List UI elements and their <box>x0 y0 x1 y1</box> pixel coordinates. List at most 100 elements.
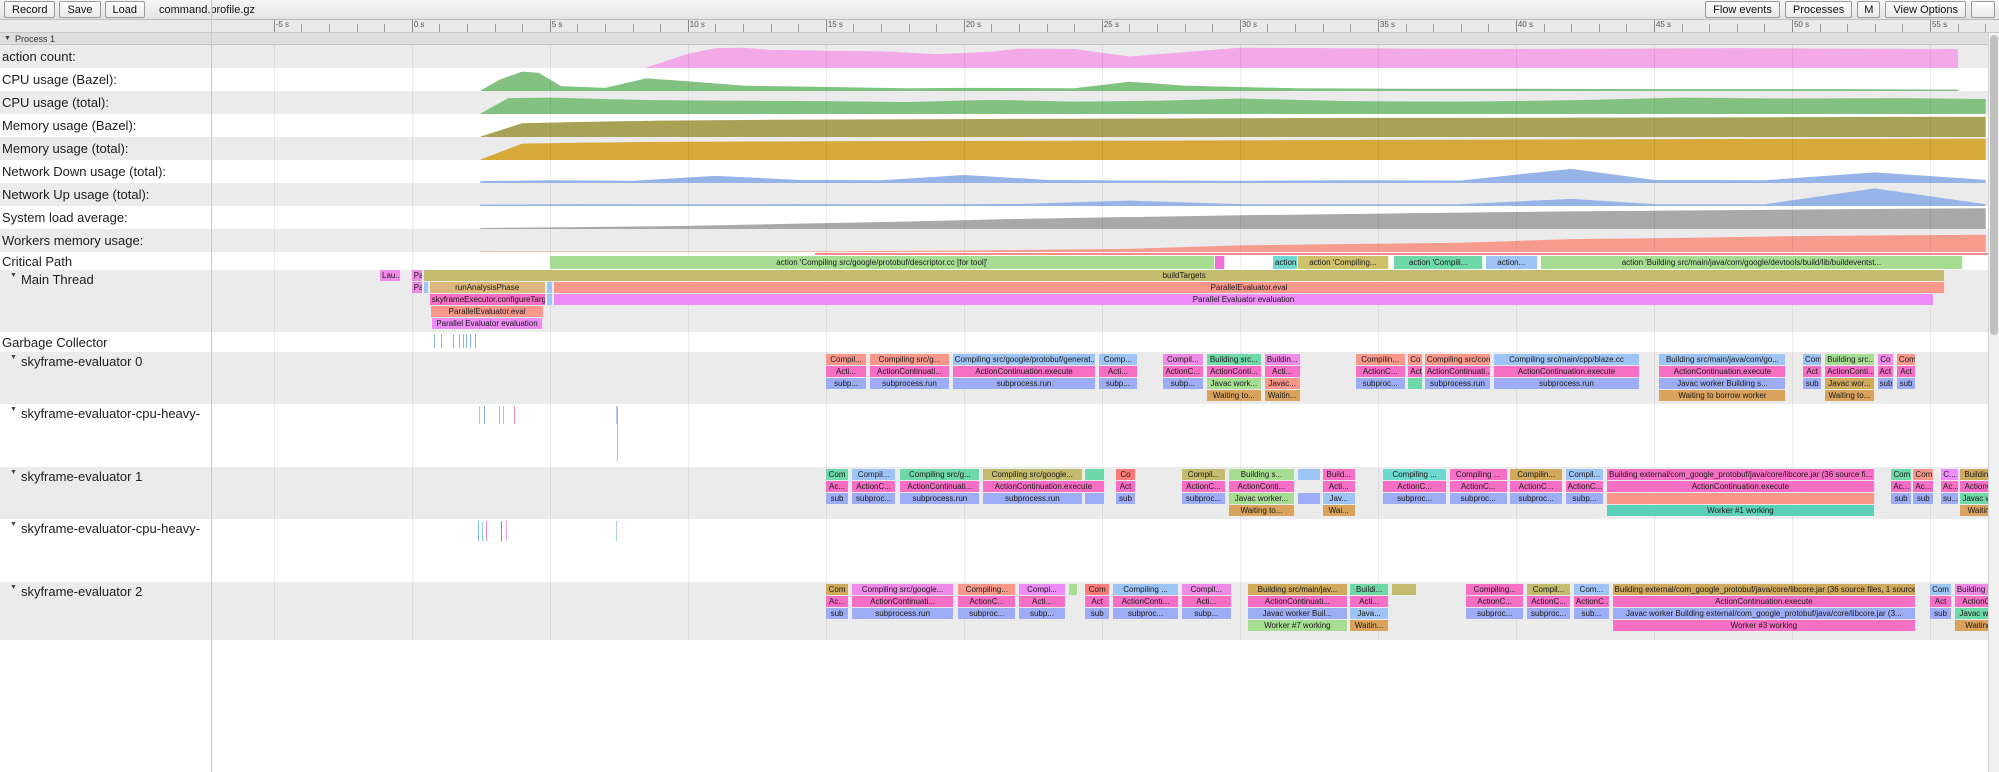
evaluator-slice[interactable]: ActionContinuation.execute <box>1493 366 1641 377</box>
evaluator-slice[interactable] <box>1068 584 1079 595</box>
track-canvas[interactable]: Lau... Par buildTargets Par runAnalysisPhase… <box>213 270 1999 332</box>
load-button[interactable]: Load <box>104 1 146 18</box>
evaluator-slice[interactable]: subprocess.run <box>1424 378 1492 389</box>
gc-event-marker[interactable] <box>466 334 468 348</box>
view-options-button[interactable]: View Options <box>1885 1 1966 18</box>
evaluator-slice[interactable]: Act <box>1803 366 1823 377</box>
evaluator-slice[interactable]: Co <box>1408 354 1424 365</box>
gc-event-marker[interactable] <box>440 334 442 348</box>
critical-path-slice[interactable]: action 'Compiling... <box>1297 256 1389 269</box>
evaluator-slice[interactable]: sub <box>1085 608 1111 619</box>
evaluator-slice[interactable]: subprocess.run <box>900 493 981 504</box>
evaluator-slice[interactable]: sub <box>825 493 850 504</box>
main-thread-slice[interactable]: Par <box>411 270 424 281</box>
main-thread-slice[interactable] <box>424 282 430 293</box>
critical-path-slice[interactable]: action 'Building src/main/java/com/googl… <box>1540 256 1964 269</box>
evaluator-slice[interactable]: sub <box>1896 378 1917 389</box>
evaluator-slice[interactable] <box>1297 469 1322 480</box>
evaluator-slice[interactable]: Javac worker Building s... <box>1659 378 1787 389</box>
chevron-down-icon[interactable]: ▼ <box>10 354 17 361</box>
evaluator-slice[interactable]: Compiling src/g... <box>900 469 981 480</box>
evaluator-slice[interactable]: sub <box>1877 378 1895 389</box>
evaluator-slice[interactable]: Com <box>1085 584 1111 595</box>
evaluator-slice[interactable]: Build... <box>1322 469 1356 480</box>
evaluator-slice[interactable]: Waiting to... <box>1206 390 1262 401</box>
save-button[interactable]: Save <box>59 1 101 18</box>
evaluator-slice[interactable]: Buildin... <box>1264 354 1301 365</box>
main-thread-slice[interactable]: runAnalysisPhase <box>429 282 546 293</box>
cpu-heavy-event-marker[interactable] <box>502 406 504 424</box>
main-thread-slice[interactable]: Lau... <box>380 270 401 281</box>
evaluator-slice[interactable] <box>1297 493 1322 504</box>
evaluator-slice[interactable]: ActionContinuati... <box>852 596 955 607</box>
evaluator-slice[interactable]: Waiting to... <box>1825 390 1875 401</box>
critical-path-slice[interactable]: action 'Compiling... <box>1273 256 1298 269</box>
main-thread-slice[interactable]: ParallelEvaluator.eval <box>553 282 1946 293</box>
evaluator-slice[interactable] <box>1391 584 1417 595</box>
evaluator-slice[interactable]: Act <box>1408 366 1424 377</box>
critical-path-slice[interactable]: action... <box>1485 256 1538 269</box>
evaluator-slice[interactable]: Building src... <box>1825 354 1875 365</box>
evaluator-slice[interactable]: subp... <box>1019 608 1066 619</box>
evaluator-slice[interactable]: subprocess.run <box>1493 378 1641 389</box>
chevron-down-icon[interactable]: ▼ <box>10 406 17 413</box>
evaluator-slice[interactable]: Worker #7 working <box>1248 620 1348 631</box>
main-thread-slice[interactable]: Parallel Evaluator evaluation <box>431 318 544 329</box>
main-thread-slice[interactable] <box>547 294 553 305</box>
evaluator-slice[interactable]: Acti... <box>1181 596 1232 607</box>
evaluator-slice[interactable]: ActionContinuation.execute <box>1612 596 1917 607</box>
evaluator-slice[interactable]: ActionC... <box>852 481 897 492</box>
evaluator-slice[interactable]: subproc... <box>958 608 1017 619</box>
main-thread-slice[interactable] <box>547 282 553 293</box>
evaluator-slice[interactable]: ActionConti... <box>1825 366 1875 377</box>
evaluator-slice[interactable]: subp... <box>825 378 868 389</box>
cpu-heavy-event-marker[interactable] <box>498 406 500 424</box>
gc-event-marker[interactable] <box>434 334 436 348</box>
evaluator-slice[interactable]: Com <box>825 584 850 595</box>
evaluator-slice[interactable]: Act <box>1896 366 1917 377</box>
evaluator-slice[interactable]: ActionC... <box>1162 366 1204 377</box>
evaluator-slice[interactable]: Worker #1 working <box>1607 505 1875 516</box>
track-canvas[interactable]: action 'Compiling src/google/protobuf/de… <box>213 252 1999 270</box>
track-canvas[interactable] <box>213 519 1999 582</box>
gc-event-marker[interactable] <box>453 334 455 348</box>
track-canvas[interactable] <box>213 114 1999 137</box>
cpu-heavy-event-marker[interactable] <box>479 406 481 424</box>
scrollbar-thumb[interactable] <box>1990 35 1998 335</box>
evaluator-slice[interactable]: sub <box>825 608 850 619</box>
evaluator-slice[interactable]: ActionContinuation.execute <box>952 366 1097 377</box>
chevron-down-icon[interactable]: ▼ <box>10 469 17 476</box>
evaluator-slice[interactable]: Compiling ... <box>1383 469 1447 480</box>
overflow-button[interactable] <box>1971 1 1995 18</box>
cpu-heavy-event-marker[interactable] <box>513 406 515 424</box>
evaluator-slice[interactable]: ActionContinuation.execute <box>1659 366 1787 377</box>
track-canvas[interactable] <box>213 183 1999 206</box>
evaluator-slice[interactable]: subproc... <box>1510 493 1563 504</box>
main-thread-slice[interactable]: Parallel Evaluator evaluation <box>553 294 1935 305</box>
evaluator-slice[interactable]: Compiling... <box>1466 584 1525 595</box>
evaluator-slice[interactable]: Com <box>1929 584 1953 595</box>
evaluator-slice[interactable]: Wai... <box>1322 505 1356 516</box>
evaluator-slice[interactable]: Ac... <box>1913 481 1935 492</box>
track-canvas[interactable] <box>213 45 1999 68</box>
evaluator-slice[interactable]: Javac work... <box>1206 378 1262 389</box>
evaluator-slice[interactable]: subproc... <box>852 493 897 504</box>
cpu-heavy-event-marker[interactable] <box>486 521 488 541</box>
evaluator-slice[interactable]: Compil... <box>1526 584 1572 595</box>
evaluator-slice[interactable]: Com <box>1913 469 1935 480</box>
evaluator-slice[interactable]: Compiling src/core/... <box>1424 354 1492 365</box>
evaluator-slice[interactable]: subprocess.run <box>852 608 955 619</box>
evaluator-slice[interactable]: Compilin... <box>1355 354 1406 365</box>
evaluator-slice[interactable]: Waiting to... <box>1228 505 1296 516</box>
evaluator-slice[interactable]: Compil... <box>1565 469 1605 480</box>
track-canvas[interactable] <box>213 206 1999 229</box>
evaluator-slice[interactable]: Building src/main/java/com/go... <box>1659 354 1787 365</box>
evaluator-slice[interactable]: Acti... <box>825 366 868 377</box>
evaluator-slice[interactable]: ActionContinuati... <box>1424 366 1492 377</box>
evaluator-slice[interactable]: ActionC... <box>1355 366 1406 377</box>
main-thread-slice[interactable]: Par <box>411 282 424 293</box>
evaluator-slice[interactable]: subp... <box>1162 378 1204 389</box>
evaluator-slice[interactable]: subp... <box>1099 378 1138 389</box>
evaluator-slice[interactable]: Javac worker Building external/com_googl… <box>1612 608 1917 619</box>
evaluator-slice[interactable]: subproc... <box>1526 608 1572 619</box>
